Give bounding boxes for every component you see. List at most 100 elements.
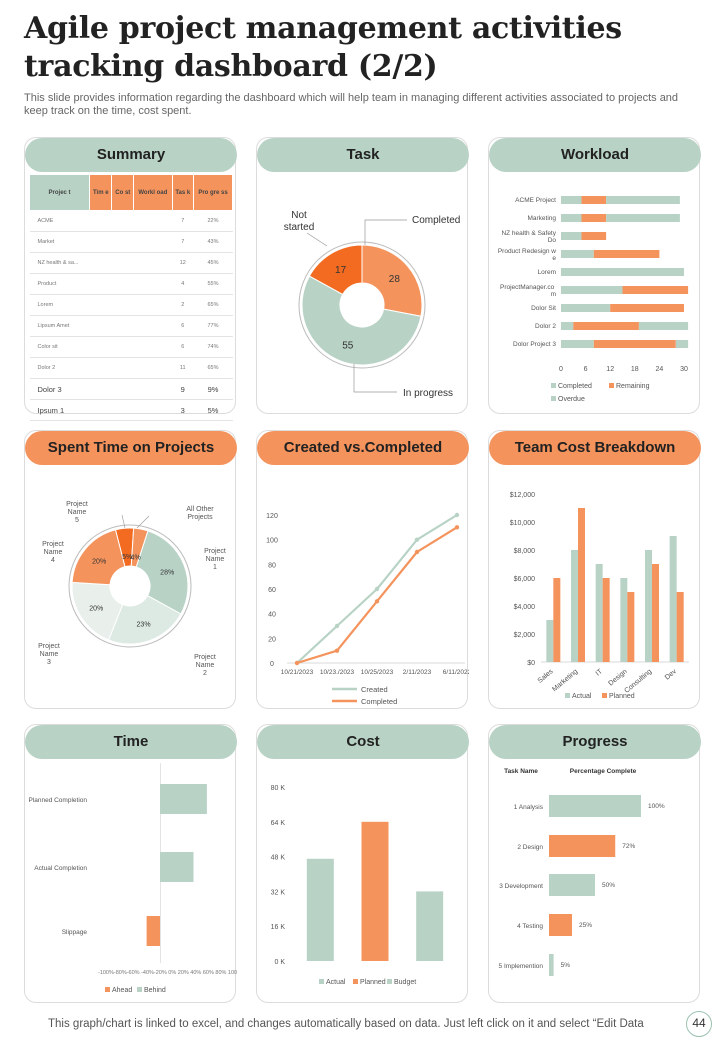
task-label-progress: In progress xyxy=(403,388,453,399)
summary-cell-task: 9 xyxy=(172,378,194,400)
summary-cell-cost xyxy=(111,357,134,379)
summary-cell-time xyxy=(89,336,112,358)
workload-bar-completed-4 xyxy=(561,268,684,276)
task-leader-notstarted xyxy=(306,232,328,247)
workload-bar-overdue-8 xyxy=(675,340,689,348)
summary-cell-progress: 43% xyxy=(193,231,233,253)
workload-card: Workload ACME Project Marketing NZ health … xyxy=(488,137,701,414)
summary-table: Projec t Tim e Co st Workl oad Tas k Pro gre … xyxy=(28,174,233,421)
time-bar-behind-1 xyxy=(160,852,194,882)
spent-time-card: Spent Time on Projects 28% 23% 20% 20% 5% 4% P… xyxy=(24,430,237,709)
summary-cell-progress: 65% xyxy=(193,294,233,316)
progress-value-label: 25% xyxy=(579,922,592,929)
progress-bar-4 xyxy=(549,954,554,976)
workload-bar-completed-8 xyxy=(561,340,594,348)
workload-bar-overdue-1 xyxy=(606,214,680,222)
progress-value-label: 5% xyxy=(561,962,571,969)
spent-label-3: Project Name 4 xyxy=(42,541,64,564)
table-row: ACME 7 22% xyxy=(29,210,233,232)
workload-bar-remaining-6 xyxy=(610,304,684,312)
summary-cell-progress: 55% xyxy=(193,273,233,295)
cost-ytick: 48 K xyxy=(271,855,286,862)
line-series-completed xyxy=(296,526,458,665)
team-bar-actual-2 xyxy=(595,564,603,662)
summary-cell-workload xyxy=(133,357,172,379)
task-value-1: 55 xyxy=(342,341,354,352)
workload-xtick: 6 xyxy=(584,366,588,373)
cost-legend-swatch xyxy=(387,979,392,984)
workload-xtick: 24 xyxy=(656,366,664,373)
spent-label-2: Project Name 3 xyxy=(38,643,60,666)
created-completed-chart: 0 20 40 60 80 100 120 10/21/2023 10/23./2023 10/2… xyxy=(266,512,469,706)
workload-bar-overdue-0 xyxy=(606,196,680,204)
summary-cell-project: NZ health & sa... xyxy=(29,252,90,274)
summary-cell-time xyxy=(89,315,112,337)
spent-slice-5 xyxy=(130,527,149,568)
footer-note: This graph/chart is linked to excel, and… xyxy=(48,1018,644,1030)
summary-cell-task: 6 xyxy=(172,336,194,358)
table-row: Lorem 2 65% xyxy=(29,294,233,316)
workload-category-label: ProjectManager.co m xyxy=(500,284,556,298)
cost-ytick: 32 K xyxy=(271,889,286,896)
cost-legend-swatch xyxy=(353,979,358,984)
team-xtick: Sales xyxy=(537,668,555,685)
time-legend-label: Ahead xyxy=(112,987,132,994)
team-bar-actual-0 xyxy=(546,620,554,662)
time-category-label: Planned Completion xyxy=(28,797,87,804)
summary-cell-time xyxy=(89,378,112,400)
summary-cell-project: Lipsum Amet xyxy=(29,315,90,337)
summary-cell-time xyxy=(89,357,112,379)
progress-value-label: 72% xyxy=(622,843,635,850)
workload-bar-completed-1 xyxy=(561,214,582,222)
summary-cell-workload xyxy=(133,231,172,253)
team-ytick: $10,000 xyxy=(510,520,535,527)
team-xtick: Design xyxy=(607,668,628,687)
spent-value-0: 28% xyxy=(160,569,174,576)
line-xtick: 6/11/2022 xyxy=(443,669,469,676)
summary-cell-project: ACME xyxy=(29,210,90,232)
spent-slice-1 xyxy=(107,594,182,645)
workload-bar-remaining-7 xyxy=(573,322,639,330)
team-cost-chart: $0 $2,000 $4,000 $6,000 $8,000 $10,000 $12,000… xyxy=(510,492,689,700)
team-xtick: Marketing xyxy=(551,668,579,693)
summary-cell-project: Lorem xyxy=(29,294,90,316)
workload-legend-swatch xyxy=(551,383,556,388)
cost-ytick: 64 K xyxy=(271,820,286,827)
table-row: Dolor 3 9 9% xyxy=(29,378,233,400)
workload-bar-remaining-1 xyxy=(581,214,607,222)
summary-cell-progress: 9% xyxy=(193,378,233,400)
summary-cell-cost xyxy=(111,231,134,253)
line-point-created xyxy=(334,623,340,629)
line-ytick: 60 xyxy=(268,587,276,594)
time-title: Time xyxy=(25,725,237,759)
team-bar-actual-4 xyxy=(645,550,652,662)
spent-label-1: Project Name 2 xyxy=(194,654,216,677)
summary-cell-progress: 22% xyxy=(193,210,233,232)
line-xtick: 10/21/2023 xyxy=(281,669,314,676)
line-legend-label: Completed xyxy=(361,697,397,706)
table-row: Color sit 6 74% xyxy=(29,336,233,358)
task-ring xyxy=(298,241,426,369)
progress-col-task: Task Name xyxy=(504,768,538,775)
workload-bar-completed-3 xyxy=(561,250,594,258)
page-title: Agile project management activities trac… xyxy=(24,11,622,84)
workload-bar-remaining-0 xyxy=(581,196,607,204)
page-number: 44 xyxy=(686,1011,712,1037)
summary-cell-workload xyxy=(133,210,172,232)
page-subtitle: This slide provides information regardin… xyxy=(24,92,679,117)
line-ytick: 120 xyxy=(266,513,278,520)
team-legend-label: Actual xyxy=(572,693,592,700)
workload-title: Workload xyxy=(489,138,701,172)
progress-bar-0 xyxy=(549,795,641,817)
progress-category-label: 4 Testing xyxy=(517,923,543,930)
created-completed-title: Created vs.Completed xyxy=(257,431,469,465)
cost-legend-label: Actual xyxy=(326,979,346,986)
spent-value-1: 23% xyxy=(137,622,151,629)
summary-cell-time xyxy=(89,252,112,274)
summary-cell-project: Ipsum 1 xyxy=(29,399,90,421)
team-xtick: Dev xyxy=(664,668,678,682)
task-title: Task xyxy=(257,138,469,172)
summary-cell-task: 4 xyxy=(172,273,194,295)
progress-title: Progress xyxy=(489,725,701,759)
